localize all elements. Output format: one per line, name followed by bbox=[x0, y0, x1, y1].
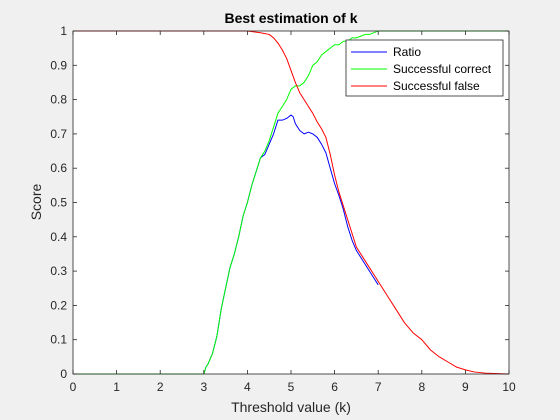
y-tick-label: 0.3 bbox=[50, 264, 67, 278]
legend-label: Successful false bbox=[393, 79, 480, 93]
x-tick-label: 7 bbox=[375, 380, 382, 394]
y-tick-label: 0.2 bbox=[50, 298, 67, 312]
y-tick-label: 1 bbox=[60, 24, 67, 38]
x-tick-label: 8 bbox=[418, 380, 425, 394]
x-tick-label: 2 bbox=[157, 380, 164, 394]
x-tick-label: 3 bbox=[200, 380, 207, 394]
x-tick-label: 6 bbox=[331, 380, 338, 394]
x-tick-label: 0 bbox=[70, 380, 77, 394]
legend-label: Ratio bbox=[393, 45, 421, 59]
x-axis-title: Threshold value (k) bbox=[231, 399, 351, 415]
x-tick-label: 1 bbox=[113, 380, 120, 394]
y-tick-label: 0.9 bbox=[50, 58, 67, 72]
series-layer bbox=[73, 30, 510, 375]
x-tick-label: 10 bbox=[502, 380, 516, 394]
y-tick-label: 0.1 bbox=[50, 333, 67, 347]
legend: Ratio Successful correct Successful false bbox=[345, 39, 504, 97]
chart-title: Best estimation of k bbox=[224, 10, 357, 26]
legend-label: Successful correct bbox=[393, 62, 492, 76]
y-tick-label: 0.7 bbox=[50, 127, 67, 141]
x-tick-label: 4 bbox=[244, 380, 251, 394]
y-tick-label: 0.4 bbox=[50, 230, 67, 244]
series-line-successful-false bbox=[73, 30, 510, 375]
y-tick-label: 0.8 bbox=[50, 93, 67, 107]
legend-box bbox=[345, 39, 504, 97]
x-tick-label: 5 bbox=[288, 380, 295, 394]
y-tick-label: 0 bbox=[60, 367, 67, 381]
x-tick-label: 9 bbox=[462, 380, 469, 394]
y-axis-title: Score bbox=[28, 184, 44, 221]
ticks-layer: 0 1 2 3 4 5 6 7 8 9 10 0 0.1 0.2 0.3 0.4 0.5 0.6 0.7 0.8 0.9… bbox=[50, 24, 516, 394]
series-line-successful-correct bbox=[73, 30, 509, 375]
y-tick-label: 0.6 bbox=[50, 161, 67, 175]
y-tick-label: 0.5 bbox=[50, 196, 67, 210]
